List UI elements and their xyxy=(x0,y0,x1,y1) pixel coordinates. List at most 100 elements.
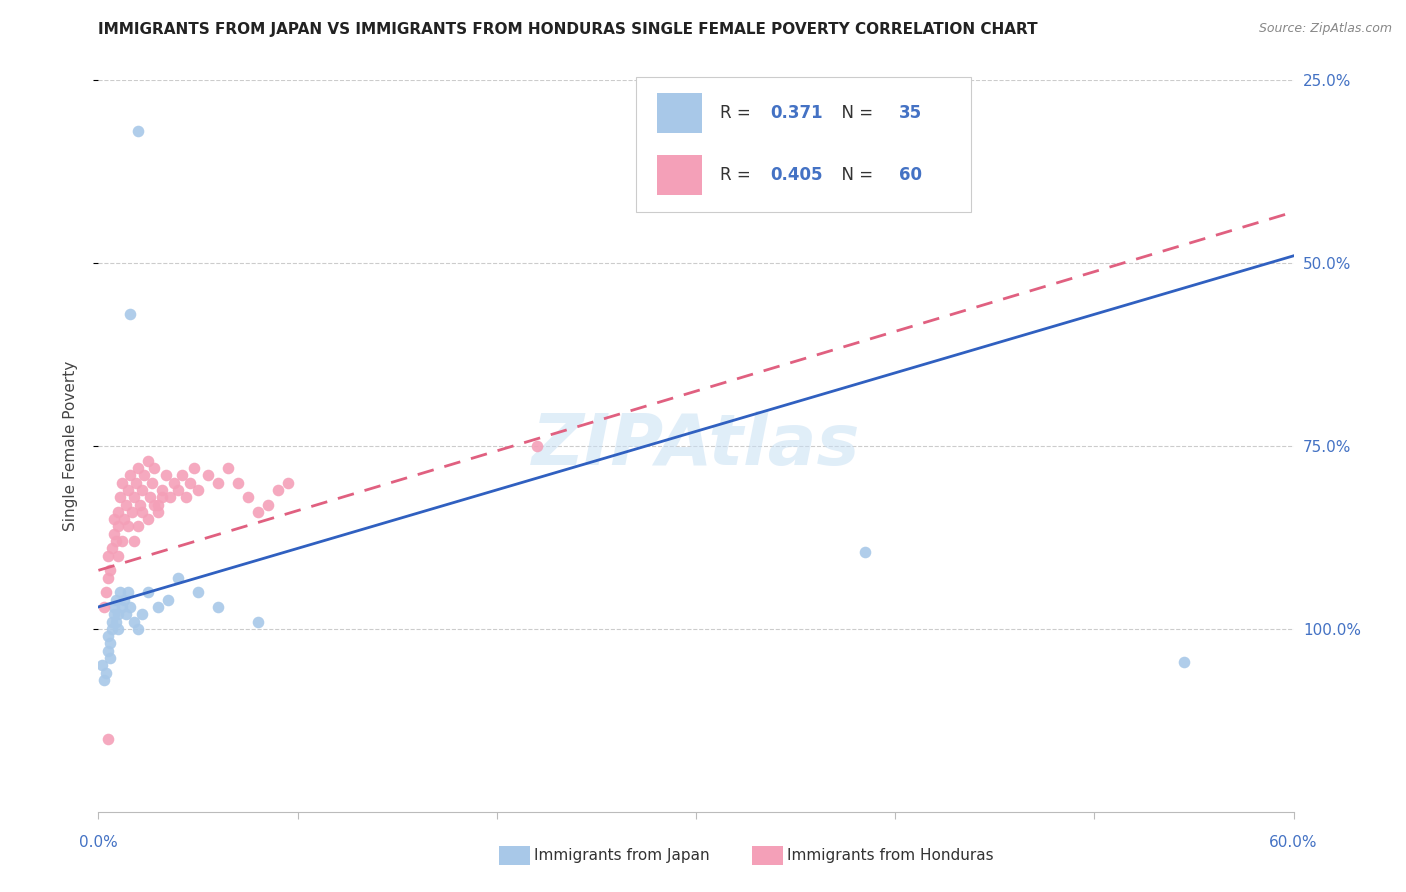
Text: N =: N = xyxy=(831,167,879,185)
Text: R =: R = xyxy=(720,104,756,122)
Point xyxy=(97,731,120,746)
Point xyxy=(96,665,118,680)
Point xyxy=(96,585,118,599)
Point xyxy=(107,607,129,622)
Point xyxy=(101,615,124,629)
Text: ZIPAtlas: ZIPAtlas xyxy=(531,411,860,481)
Point xyxy=(159,490,181,504)
Point xyxy=(101,622,124,636)
Point xyxy=(246,505,269,519)
Point xyxy=(93,599,115,614)
Point xyxy=(172,468,194,483)
Point xyxy=(853,545,876,559)
Point xyxy=(167,483,190,497)
Point xyxy=(121,505,143,519)
Point xyxy=(115,498,138,512)
Point xyxy=(131,505,153,519)
Point xyxy=(100,651,122,665)
Text: Immigrants from Honduras: Immigrants from Honduras xyxy=(787,848,994,863)
Point xyxy=(179,475,201,490)
Point xyxy=(100,563,122,577)
Point xyxy=(117,483,139,497)
Point xyxy=(183,461,205,475)
Point xyxy=(97,629,120,643)
Point xyxy=(131,483,153,497)
Point xyxy=(103,607,125,622)
Point xyxy=(105,592,128,607)
Text: R =: R = xyxy=(720,167,756,185)
Point xyxy=(131,607,153,622)
Point xyxy=(125,475,148,490)
Text: 0.0%: 0.0% xyxy=(79,836,118,850)
Point xyxy=(124,615,146,629)
Text: 60.0%: 60.0% xyxy=(1270,836,1317,850)
Point xyxy=(117,519,139,533)
Point xyxy=(1173,655,1195,669)
Point xyxy=(143,461,166,475)
Point xyxy=(129,498,152,512)
Point xyxy=(174,490,197,504)
Point xyxy=(148,505,170,519)
Point xyxy=(101,541,124,556)
Bar xyxy=(657,155,702,195)
Point xyxy=(148,498,170,512)
FancyBboxPatch shape xyxy=(637,77,970,212)
Point xyxy=(167,571,190,585)
Point xyxy=(97,549,120,563)
Point xyxy=(187,585,209,599)
Point xyxy=(187,483,209,497)
Point xyxy=(107,622,129,636)
Point xyxy=(127,622,149,636)
Point xyxy=(112,592,135,607)
Point xyxy=(217,461,239,475)
Point xyxy=(127,461,149,475)
Point xyxy=(207,475,229,490)
Point xyxy=(93,673,115,687)
Point xyxy=(163,475,186,490)
Point xyxy=(105,534,128,549)
Point xyxy=(136,453,159,467)
Text: N =: N = xyxy=(831,104,879,122)
Point xyxy=(97,644,120,658)
Text: IMMIGRANTS FROM JAPAN VS IMMIGRANTS FROM HONDURAS SINGLE FEMALE POVERTY CORRELAT: IMMIGRANTS FROM JAPAN VS IMMIGRANTS FROM… xyxy=(98,22,1038,37)
Point xyxy=(136,512,159,526)
Point xyxy=(115,607,138,622)
Point xyxy=(141,475,163,490)
Point xyxy=(267,483,290,497)
Y-axis label: Single Female Poverty: Single Female Poverty xyxy=(63,361,77,531)
Point xyxy=(107,549,129,563)
Point xyxy=(105,615,128,629)
Point xyxy=(97,571,120,585)
Point xyxy=(91,658,114,673)
Point xyxy=(207,599,229,614)
Text: Source: ZipAtlas.com: Source: ZipAtlas.com xyxy=(1258,22,1392,36)
Text: 0.371: 0.371 xyxy=(770,104,823,122)
Text: 60: 60 xyxy=(900,167,922,185)
Point xyxy=(117,585,139,599)
Point xyxy=(155,468,177,483)
Point xyxy=(127,124,149,138)
Point xyxy=(120,468,142,483)
Point xyxy=(111,475,134,490)
Point xyxy=(124,534,146,549)
Point xyxy=(136,585,159,599)
Text: 35: 35 xyxy=(900,104,922,122)
Point xyxy=(111,599,134,614)
Point xyxy=(107,505,129,519)
Point xyxy=(256,498,278,512)
Point xyxy=(120,599,142,614)
Point xyxy=(127,519,149,533)
Point xyxy=(112,512,135,526)
Point xyxy=(103,512,125,526)
Point xyxy=(197,468,219,483)
Text: Immigrants from Japan: Immigrants from Japan xyxy=(534,848,710,863)
Point xyxy=(150,490,173,504)
Point xyxy=(134,468,156,483)
Point xyxy=(139,490,162,504)
Point xyxy=(148,599,170,614)
Point xyxy=(143,498,166,512)
Bar xyxy=(657,93,702,133)
Point xyxy=(110,490,132,504)
Point xyxy=(236,490,259,504)
Point xyxy=(124,490,146,504)
